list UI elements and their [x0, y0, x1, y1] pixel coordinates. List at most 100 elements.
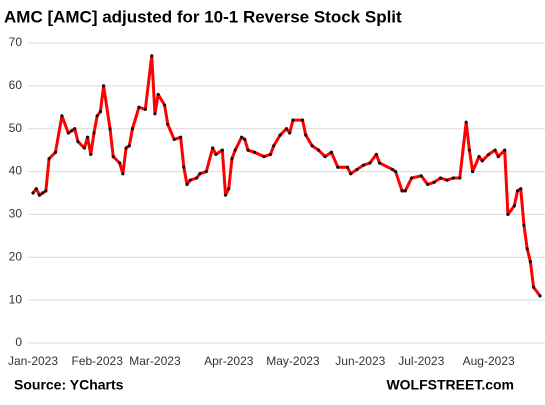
point [487, 152, 491, 157]
x-tick-label: Feb-2023 [72, 354, 124, 368]
point [512, 204, 516, 208]
y-tick-label: 50 [9, 121, 23, 135]
point [374, 152, 378, 157]
x-tick-label: Mar-2023 [129, 354, 181, 368]
point [227, 187, 231, 191]
point [214, 152, 218, 157]
point [432, 180, 436, 184]
point [506, 212, 510, 217]
point [336, 165, 340, 169]
point [76, 139, 80, 144]
x-tick-label: May-2023 [266, 354, 320, 368]
point [419, 174, 423, 178]
point [198, 172, 202, 176]
point [477, 154, 481, 159]
point [310, 144, 314, 148]
point [522, 223, 526, 227]
point [34, 187, 38, 191]
point [525, 247, 529, 251]
point [410, 176, 414, 180]
point [223, 193, 228, 197]
y-tick-label: 60 [9, 78, 23, 92]
point [252, 150, 257, 154]
point [127, 144, 131, 148]
point [220, 148, 224, 152]
point [304, 133, 308, 137]
point [458, 176, 462, 180]
point [211, 146, 215, 150]
point [41, 191, 45, 195]
point [438, 176, 443, 180]
point [316, 148, 321, 152]
point [98, 109, 103, 114]
point [73, 127, 77, 131]
point [172, 137, 176, 142]
point [162, 103, 167, 107]
y-tick-label: 20 [9, 249, 23, 263]
point [108, 127, 112, 131]
point [426, 182, 430, 187]
point [195, 176, 199, 180]
point [53, 150, 58, 154]
point [519, 187, 523, 191]
point [188, 178, 192, 182]
chart-title: AMC [AMC] adjusted for 10-1 Reverse Stoc… [4, 7, 402, 26]
point [538, 294, 542, 298]
point [143, 107, 147, 112]
point [291, 118, 295, 122]
point [400, 189, 404, 193]
x-tick-label: Jan-2023 [8, 354, 58, 368]
y-tick-label: 40 [9, 164, 23, 178]
point [230, 157, 234, 161]
point [329, 150, 334, 154]
x-tick-label: Jul-2023 [398, 354, 444, 368]
point [130, 127, 135, 131]
point [262, 154, 266, 159]
point [102, 84, 106, 88]
point [445, 178, 449, 182]
point [268, 152, 273, 157]
credit: WOLFSTREET.com [386, 377, 514, 393]
point [85, 135, 90, 139]
point [69, 129, 74, 133]
point [528, 259, 532, 264]
point [243, 137, 247, 142]
point [137, 105, 141, 109]
point [323, 154, 327, 159]
point [179, 135, 183, 139]
y-tick-label: 0 [15, 335, 22, 349]
point [288, 131, 292, 135]
point [182, 165, 186, 169]
point [66, 131, 70, 135]
point [284, 127, 289, 131]
point [60, 114, 64, 118]
point [156, 92, 160, 97]
point [390, 167, 394, 172]
point [480, 159, 484, 163]
point [95, 114, 99, 118]
point [185, 182, 189, 187]
point [31, 191, 35, 195]
x-tick-label: Apr-2023 [204, 354, 254, 368]
point [467, 148, 472, 152]
point [121, 172, 125, 176]
point [111, 154, 115, 159]
point [82, 146, 86, 150]
point [394, 169, 398, 174]
point [246, 148, 250, 152]
x-tick-label: Jun-2023 [335, 354, 385, 368]
point [515, 189, 520, 193]
point [204, 169, 208, 174]
point [150, 54, 154, 58]
point [92, 131, 96, 135]
point [345, 165, 350, 169]
source: Source: YCharts [14, 377, 124, 393]
point [493, 148, 497, 152]
point [496, 154, 500, 159]
point [503, 148, 507, 152]
point [451, 176, 455, 180]
y-tick-label: 30 [9, 207, 23, 221]
point [278, 133, 282, 137]
point [153, 112, 157, 116]
